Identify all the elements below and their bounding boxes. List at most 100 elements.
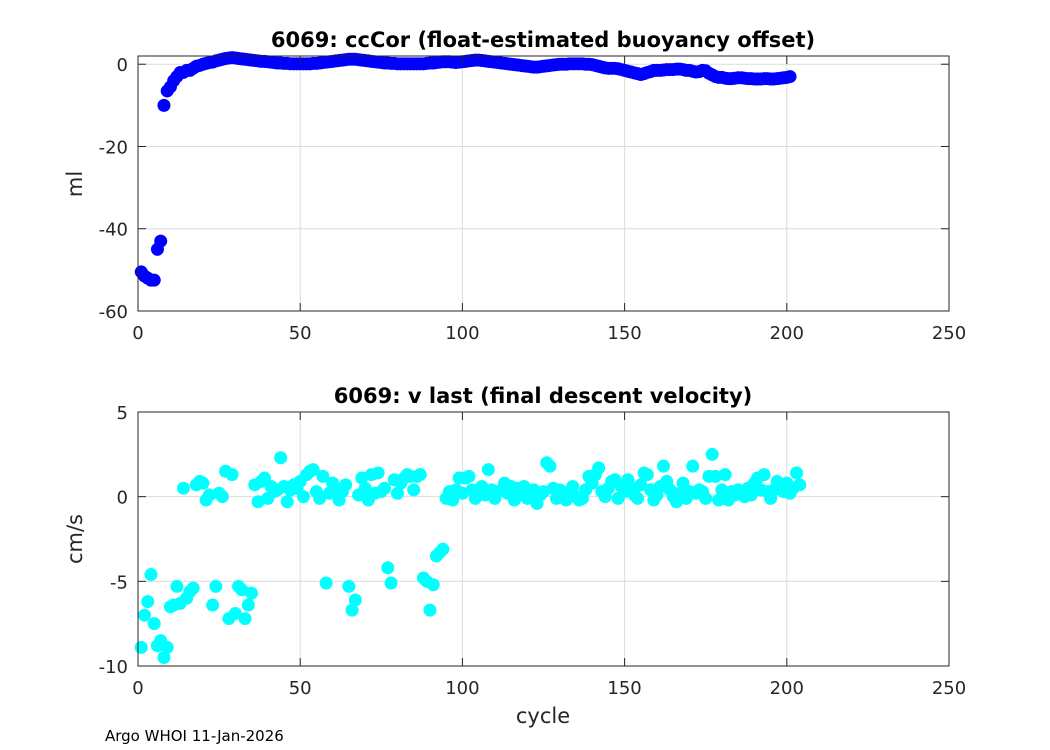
data-point [407,483,421,497]
data-point [446,493,460,507]
data-point [134,640,148,654]
data-point [371,466,385,480]
data-point [144,568,158,582]
x-tick-label: 250 [932,678,966,699]
axis-ticks: 0 50 100 150 200 250 -60 -40 -20 0 [99,55,967,344]
data-point [423,603,437,617]
x-tick-label: 200 [770,678,804,699]
data-point [657,459,671,473]
data-point [715,483,729,497]
x-tick-label: 150 [607,323,641,344]
y-axis-label: cm/s [63,514,87,564]
data-point [147,273,161,287]
data-point [316,469,330,483]
data-point [793,478,807,492]
x-tick-label: 100 [445,323,479,344]
data-point [238,612,252,626]
data-point [170,579,184,593]
data-point [319,576,333,590]
data-point [339,478,353,492]
x-axis-label: cycle [516,704,570,728]
data-point [196,476,210,490]
x-tick-label: 0 [132,323,143,344]
data-point [631,491,645,505]
y-tick-label: -20 [99,137,128,158]
data-points [134,51,797,287]
plot-frame [137,55,950,312]
data-point [790,466,804,480]
data-point [348,593,362,607]
data-point [202,488,216,502]
y-tick-label: 5 [117,403,128,424]
data-point [358,481,372,495]
data-point [566,480,580,494]
data-point [313,491,327,505]
data-point [384,576,398,590]
data-point [462,469,476,483]
data-point [342,579,356,593]
data-point [137,608,151,622]
data-point [712,493,726,507]
data-point [699,491,713,505]
data-point [783,70,797,84]
data-point [481,463,495,477]
data-point [160,640,174,654]
data-point [718,468,732,482]
x-tick-label: 50 [289,323,312,344]
chart-title: 6069: ccCor (float-estimated buoyancy of… [271,28,815,52]
data-point [245,586,259,600]
data-point [215,490,229,504]
data-point [228,607,242,621]
data-point [705,447,719,461]
data-point [209,579,223,593]
data-point [157,98,171,112]
footer-credit: Argo WHOI 11-Jan-2026 [105,727,284,745]
data-point [744,488,758,502]
data-point [296,490,310,504]
data-point [280,495,294,509]
data-point [381,561,395,575]
data-points [134,447,807,665]
y-axis-label: ml [63,171,87,197]
plot-frame [137,411,950,667]
data-point [426,578,440,592]
x-tick-label: 100 [445,678,479,699]
data-point [543,459,557,473]
data-point [306,463,320,477]
data-point [154,234,168,248]
data-point [345,603,359,617]
axis-ticks: 0 50 100 150 200 250 -10 -5 0 5 [99,403,967,699]
y-tick-label: -40 [99,220,128,241]
x-tick-label: 0 [132,678,143,699]
data-point [176,481,190,495]
x-tick-label: 200 [770,323,804,344]
data-point [241,598,255,612]
y-tick-label: 0 [117,488,128,509]
data-point [413,468,427,482]
data-point [640,468,654,482]
data-point [147,617,161,631]
data-point [634,478,648,492]
data-point [757,468,771,482]
plot-area [138,412,949,666]
data-point [141,595,155,609]
data-point [686,459,700,473]
chart-title: 6069: v last (final descent velocity) [334,384,752,408]
data-point [708,469,722,483]
data-point [157,651,171,665]
data-point [436,542,450,556]
data-point [391,486,405,500]
data-point [206,598,220,612]
data-point [225,468,239,482]
y-tick-label: -10 [99,657,128,678]
data-point [592,461,606,475]
x-tick-label: 250 [932,323,966,344]
y-tick-label: -60 [99,302,128,323]
y-tick-label: 0 [117,55,128,76]
buoyancy-offset-chart: 6069: ccCor (float-estimated buoyancy of… [63,28,966,344]
data-point [274,451,288,465]
y-tick-label: -5 [110,572,128,593]
data-point [378,481,392,495]
x-tick-label: 50 [289,678,312,699]
